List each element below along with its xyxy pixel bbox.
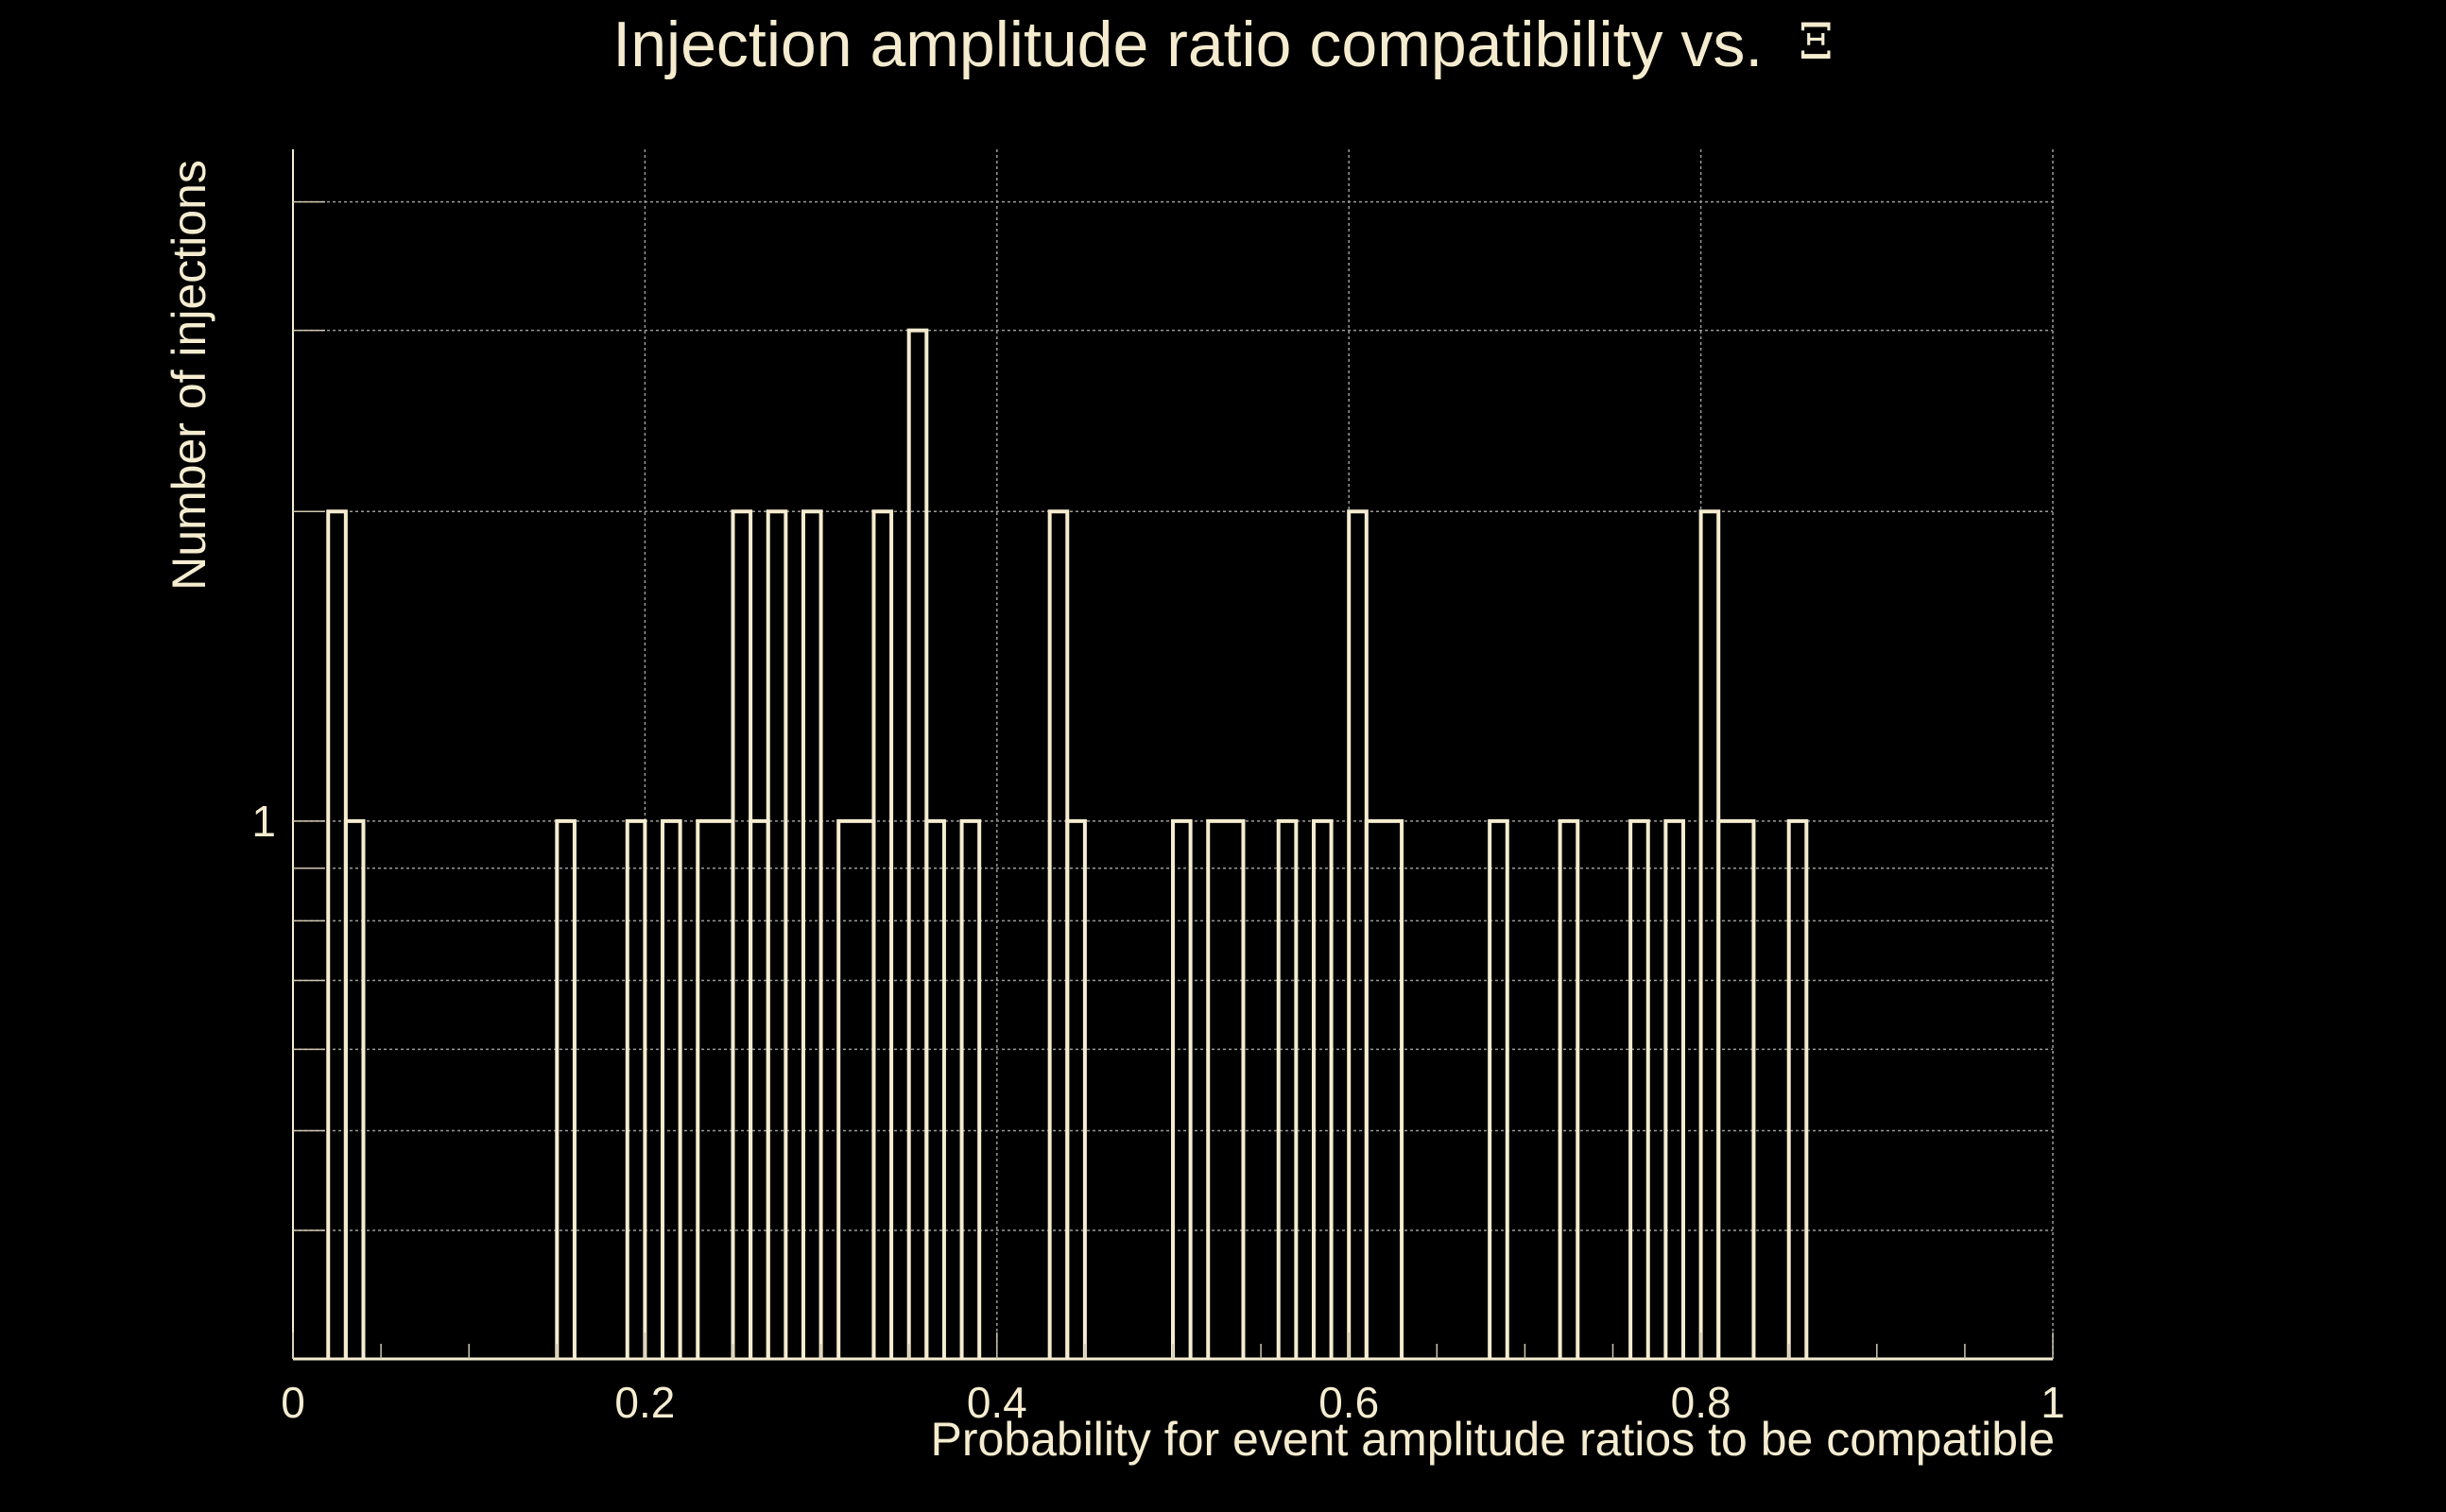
chart-title: Injection amplitude ratio compatibility …: [0, 8, 2446, 81]
axis-ticks: [292, 200, 2054, 1359]
histogram-bar: [1698, 509, 1721, 1359]
histogram-bar: [1716, 818, 1756, 1359]
histogram-bars: [326, 328, 1809, 1359]
histogram-bar: [555, 818, 577, 1359]
histogram-bar: [661, 818, 682, 1359]
histogram-bar: [1558, 818, 1580, 1359]
x-tick-label: 0.8: [1671, 1378, 1731, 1427]
histogram-bar: [1276, 818, 1299, 1359]
axis-tick-labels: 0 0.2 0.4 0.6 0.8 1 1: [251, 797, 2064, 1427]
x-tick-label: 0.2: [614, 1378, 675, 1427]
histogram-bar: [1628, 818, 1650, 1359]
histogram-bar: [1171, 818, 1193, 1359]
histogram-bar: [801, 509, 823, 1359]
histogram-bar: [1488, 818, 1509, 1359]
histogram-bar: [696, 818, 735, 1359]
histogram-bar: [749, 818, 770, 1359]
histogram-bar: [871, 509, 894, 1359]
histogram-bar: [625, 818, 647, 1359]
histogram-bar: [906, 328, 929, 1359]
histogram-bar: [1047, 509, 1070, 1359]
x-tick-label: 0.4: [967, 1378, 1027, 1427]
histogram-bar: [731, 509, 753, 1359]
x-tick-label: 0: [281, 1378, 305, 1427]
y-tick-label: 1: [251, 797, 276, 846]
x-tick-label: 1: [2041, 1378, 2065, 1427]
histogram-bar: [1311, 818, 1334, 1359]
x-tick-label: 0.6: [1318, 1378, 1379, 1427]
histogram-bar: [1065, 818, 1087, 1359]
histogram-bar: [326, 509, 348, 1359]
y-axis-label: Number of injections: [163, 160, 215, 591]
histogram-bar: [343, 818, 366, 1359]
chart-title-text: Injection amplitude ratio compatibility …: [612, 9, 1764, 80]
histogram-bar: [1786, 818, 1809, 1359]
histogram-bar: [1206, 818, 1246, 1359]
histogram-bar: [836, 818, 876, 1359]
histogram-bar: [1347, 509, 1369, 1359]
histogram-bar: [1364, 818, 1404, 1359]
histogram-bar: [924, 818, 946, 1359]
x-axis-label: Probability for event amplitude ratios t…: [930, 1413, 2055, 1466]
histogram-bar: [1663, 818, 1685, 1359]
histogram-bar: [959, 818, 982, 1359]
chart-title-symbol: Ξ: [1799, 14, 1834, 71]
histogram-bar: [766, 509, 788, 1359]
